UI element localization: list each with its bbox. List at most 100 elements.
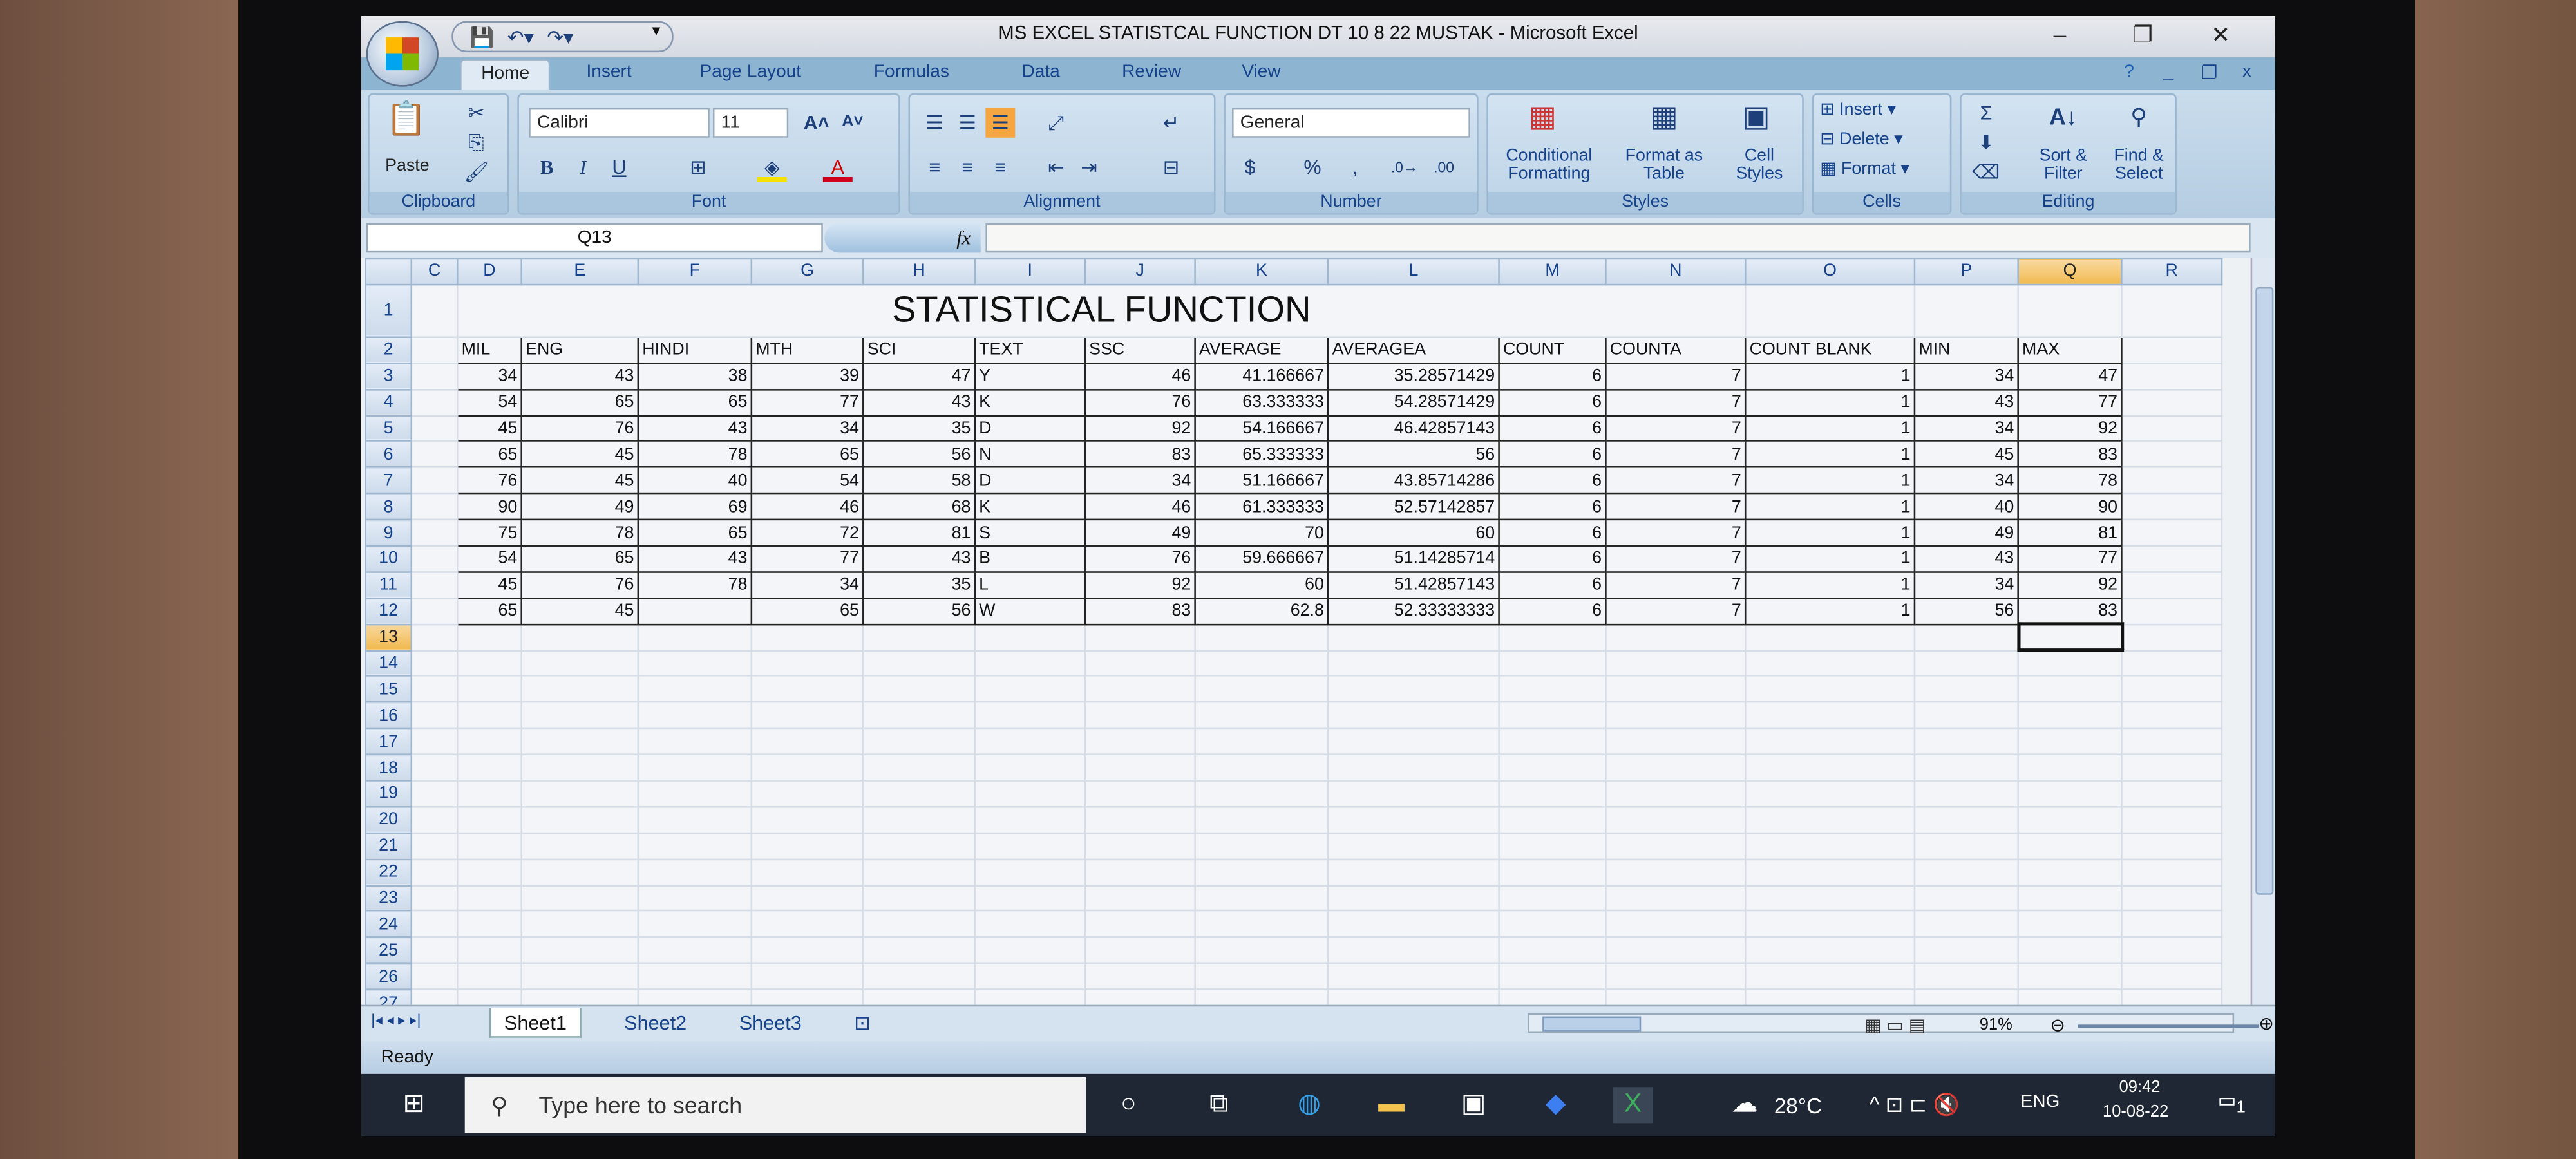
cell-styles-button[interactable]: Cell Styles	[1736, 146, 1783, 184]
table-data-cell[interactable]: 7	[1605, 571, 1747, 599]
close-button[interactable]: ✕	[2211, 21, 2231, 48]
cell-c7[interactable]	[411, 467, 459, 495]
cell-o16[interactable]	[1745, 702, 1916, 730]
horizontal-scrollbar[interactable]	[1528, 1013, 2235, 1033]
cell-q20[interactable]	[2018, 807, 2123, 834]
table-data-cell[interactable]: 65	[520, 545, 639, 573]
format-cells-button[interactable]: ▦ Format ▾	[1820, 158, 1909, 179]
cell-c23[interactable]	[411, 885, 459, 912]
row-header-13[interactable]: 13	[365, 623, 413, 652]
row-header-22[interactable]: 22	[365, 858, 413, 886]
table-data-cell[interactable]: 72	[750, 518, 864, 547]
cell-h26[interactable]	[863, 963, 976, 991]
cell-i14[interactable]	[974, 650, 1086, 677]
cell-j20[interactable]	[1084, 807, 1196, 834]
temperature[interactable]: 28°C	[1774, 1093, 1822, 1118]
cell-i23[interactable]	[974, 885, 1086, 912]
cell-g15[interactable]	[751, 676, 864, 704]
row-header-19[interactable]: 19	[365, 780, 413, 808]
table-data-cell[interactable]: 6	[1498, 466, 1607, 495]
cell-p26[interactable]	[1914, 963, 2019, 991]
cell-k18[interactable]	[1195, 755, 1329, 782]
grow-font-icon[interactable]: A˄	[803, 111, 829, 135]
cell-k26[interactable]	[1195, 963, 1329, 991]
cell-g25[interactable]	[751, 937, 864, 965]
table-data-cell[interactable]: 52.33333333	[1327, 597, 1500, 625]
vertical-scroll-thumb[interactable]	[2255, 287, 2274, 895]
table-data-cell[interactable]: 77	[2017, 388, 2123, 417]
cell-m23[interactable]	[1499, 885, 1607, 912]
cell-e26[interactable]	[521, 963, 639, 991]
cell-q16[interactable]	[2018, 702, 2123, 730]
column-header-l[interactable]: L	[1327, 258, 1500, 286]
cell-i20[interactable]	[974, 807, 1086, 834]
cell-n21[interactable]	[1605, 833, 1747, 860]
cell-g16[interactable]	[751, 702, 864, 730]
vertical-scrollbar[interactable]	[2250, 257, 2275, 1010]
cell-g20[interactable]	[751, 807, 864, 834]
cell-m21[interactable]	[1499, 833, 1607, 860]
cell-l22[interactable]	[1328, 859, 1500, 886]
table-data-cell[interactable]: 1	[1744, 545, 1916, 573]
name-box[interactable]: Q13	[366, 223, 823, 253]
cell-e18[interactable]	[521, 755, 639, 782]
row-header-6[interactable]: 6	[365, 440, 413, 469]
table-header-cell[interactable]: COUNT	[1498, 336, 1607, 364]
cell-k15[interactable]	[1195, 676, 1329, 704]
table-data-cell[interactable]: 78	[520, 518, 639, 547]
cell-m19[interactable]	[1499, 780, 1607, 808]
cell-h25[interactable]	[863, 937, 976, 965]
file-explorer-icon[interactable]: ▬	[1378, 1090, 1405, 1118]
cell-m15[interactable]	[1499, 676, 1607, 704]
cell-c11[interactable]	[411, 572, 459, 599]
row-header-11[interactable]: 11	[365, 571, 413, 599]
row-header-10[interactable]: 10	[365, 545, 413, 573]
cell-c4[interactable]	[411, 389, 459, 417]
number-format-select[interactable]: General	[1232, 108, 1470, 138]
row-header-5[interactable]: 5	[365, 414, 413, 442]
table-data-cell[interactable]: 81	[862, 518, 976, 547]
align-center-icon[interactable]: ≡	[961, 155, 974, 179]
table-data-cell[interactable]: 65.333333	[1194, 440, 1329, 469]
cell-c13[interactable]	[411, 624, 459, 652]
cell-r17[interactable]	[2121, 728, 2223, 756]
cell-r12[interactable]	[2121, 598, 2223, 625]
table-data-cell[interactable]: 90	[2017, 493, 2123, 521]
cell-d13[interactable]	[457, 624, 522, 652]
table-data-cell[interactable]: 6	[1498, 414, 1607, 442]
cell-r11[interactable]	[2121, 572, 2223, 599]
cell-k23[interactable]	[1195, 885, 1329, 912]
shrink-font-icon[interactable]: A˅	[842, 113, 864, 131]
cell-f13[interactable]	[638, 624, 753, 652]
table-data-cell[interactable]: 43	[1913, 388, 2019, 417]
cell-f25[interactable]	[638, 937, 753, 965]
table-data-cell[interactable]: 61.333333	[1194, 493, 1329, 521]
cell-o25[interactable]	[1745, 937, 1916, 965]
table-data-cell[interactable]: 76	[1084, 388, 1196, 417]
cell-j24[interactable]	[1084, 911, 1196, 939]
cell-j26[interactable]	[1084, 963, 1196, 991]
table-data-cell[interactable]: 54.166667	[1194, 414, 1329, 442]
row-header-16[interactable]: 16	[365, 701, 413, 730]
cell-e15[interactable]	[521, 676, 639, 704]
table-data-cell[interactable]: 54	[456, 388, 522, 417]
cell-d19[interactable]	[457, 780, 522, 808]
cell-o14[interactable]	[1745, 650, 1916, 677]
cell-o21[interactable]	[1745, 833, 1916, 860]
cell-p15[interactable]	[1914, 676, 2019, 704]
table-data-cell[interactable]: 7	[1605, 414, 1747, 442]
table-data-cell[interactable]: 7	[1605, 597, 1747, 625]
autosum-button[interactable]: Σ	[1980, 101, 1993, 125]
table-data-cell[interactable]: K	[974, 388, 1086, 417]
cell-r1[interactable]	[2121, 284, 2223, 338]
table-header-cell[interactable]: HINDI	[637, 336, 753, 364]
borders-icon[interactable]: ⊞	[690, 155, 706, 179]
table-data-cell[interactable]: 65	[637, 518, 753, 547]
cell-q19[interactable]	[2018, 780, 2123, 808]
cell-j25[interactable]	[1084, 937, 1196, 965]
cell-r24[interactable]	[2121, 911, 2223, 939]
cell-g22[interactable]	[751, 859, 864, 886]
customize-qat-icon[interactable]: ▾	[652, 23, 661, 41]
fill-color-icon[interactable]: ◈	[757, 153, 787, 182]
cell-r23[interactable]	[2121, 885, 2223, 912]
